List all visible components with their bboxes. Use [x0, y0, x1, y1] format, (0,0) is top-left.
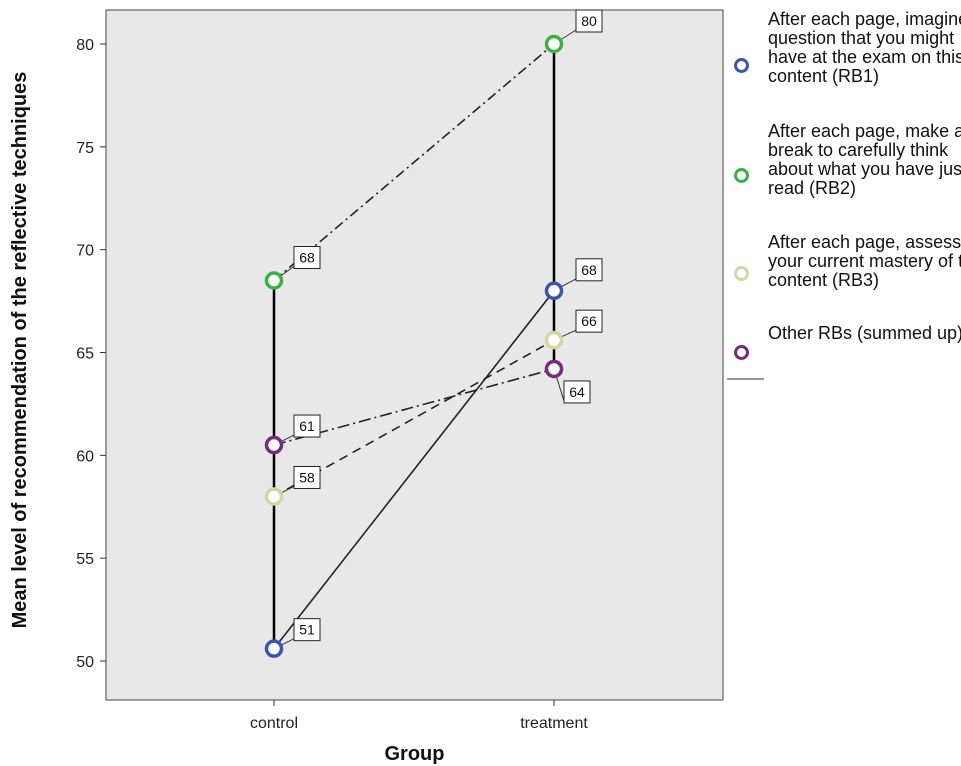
plot-area	[105, 9, 724, 701]
data-label: 61	[299, 418, 315, 434]
y-tick-label: 60	[76, 448, 94, 465]
data-label: 64	[569, 384, 585, 400]
data-point-series3	[544, 330, 564, 350]
x-axis-title: Group	[385, 743, 445, 765]
data-label-box	[293, 465, 321, 489]
data-point-series2	[544, 34, 564, 54]
data-label: 51	[299, 622, 315, 638]
data-point-series4	[544, 359, 564, 379]
y-tick-label: 55	[76, 551, 94, 568]
data-point-series3	[264, 487, 284, 506]
y-tick-label: 80	[76, 37, 94, 54]
series-line-2	[273, 43, 555, 282]
data-label-box	[575, 258, 603, 282]
legend-marker	[734, 58, 749, 73]
data-label-box	[563, 380, 591, 404]
data-label: 80	[581, 13, 597, 29]
legend-item: After each page, assess your current mas…	[732, 233, 961, 290]
data-label-box	[293, 414, 321, 438]
data-label: 66	[581, 313, 597, 329]
series-line-4	[273, 368, 555, 446]
legend-item: After each page, make a break to careful…	[732, 122, 961, 198]
data-label: 58	[299, 469, 315, 485]
data-label: 68	[581, 262, 597, 278]
data-label-box	[293, 246, 321, 270]
data-label: 68	[299, 250, 315, 266]
series-line-1	[273, 290, 555, 650]
legend-label: After each page, make a break to careful…	[768, 121, 961, 198]
y-tick-label: 75	[76, 140, 94, 157]
x-tick-label: treatment	[520, 715, 588, 732]
legend-item: After each page, imagine a question that…	[732, 10, 961, 86]
legend-marker	[734, 168, 749, 183]
data-point-series1	[544, 281, 564, 301]
series-line-3	[273, 339, 555, 498]
y-axis-title: Mean level of recommendation of the refl…	[9, 72, 31, 629]
data-point-series2	[264, 271, 284, 290]
legend-label: Other RBs (summed up)	[768, 323, 961, 343]
data-label-box	[293, 618, 321, 642]
legend-label: After each page, assess your current mas…	[768, 232, 961, 290]
legend-marker	[734, 266, 749, 281]
legend-label: After each page, imagine a question that…	[768, 9, 961, 86]
data-point-series4	[264, 435, 284, 455]
y-tick-label: 65	[76, 346, 94, 363]
data-label-box	[575, 309, 603, 333]
legend-item: Other RBs (summed up)	[732, 323, 961, 360]
x-tick-label: control	[250, 715, 298, 732]
y-tick-label: 70	[76, 243, 94, 260]
data-point-series1	[264, 639, 284, 658]
legend-marker	[734, 345, 749, 360]
data-label-box	[575, 9, 603, 33]
y-tick-label: 50	[76, 654, 94, 671]
